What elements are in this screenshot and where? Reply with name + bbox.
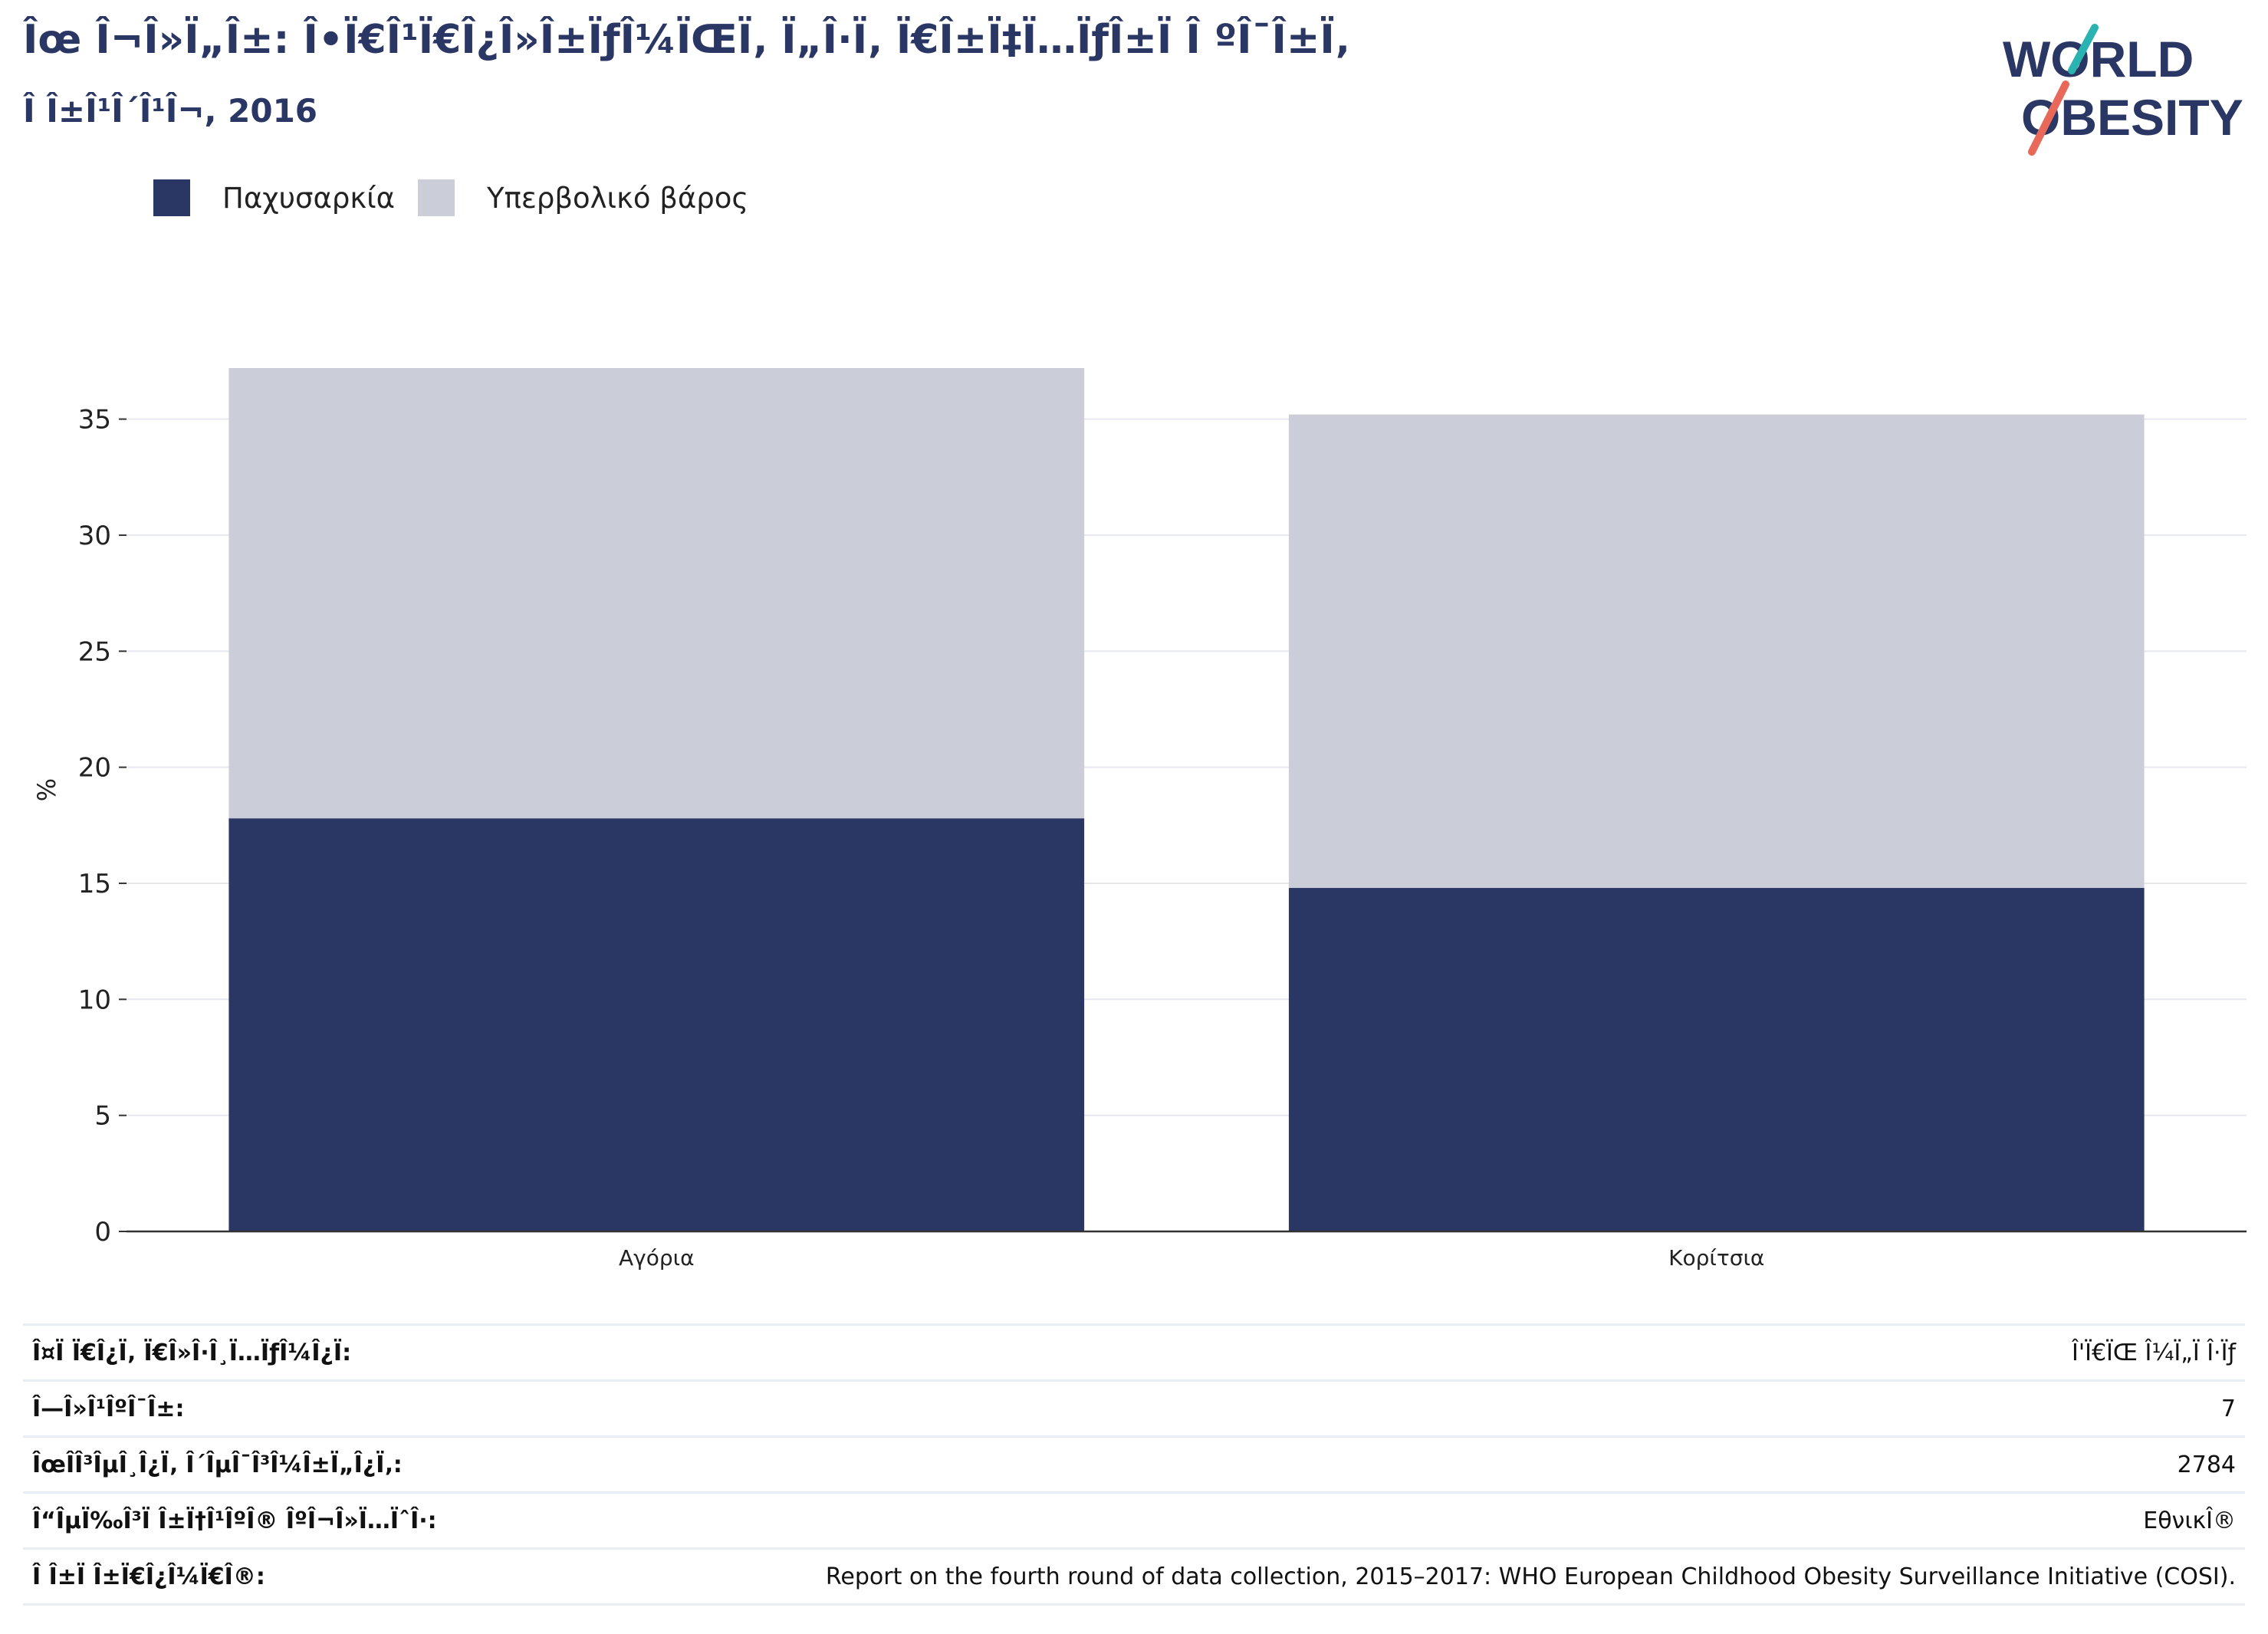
legend-swatch-obesity [153, 179, 190, 216]
info-value: Î'Ï€ÏŒ Î¼Ï„Ï Î·Ïƒ [2072, 1339, 2236, 1366]
y-tick-label: 30 [78, 521, 111, 551]
info-value: 2784 [2177, 1451, 2236, 1478]
chart-subtitle: Î Î±Î¹Î´Î¹Î¬, 2016 [23, 92, 318, 130]
info-value: ΕθνικÎ® [2143, 1507, 2236, 1534]
bars [228, 368, 2145, 1231]
info-label: Î¤Ï Ï€Î¿Ï‚ Ï€Î»Î·Î¸Ï…ÏƒÎ¼Î¿Ï: [32, 1339, 352, 1366]
info-row-source: Î Î±Ï Î±Ï€Î¿Î¼Ï€Î®: Report on the fourth… [23, 1547, 2245, 1606]
legend-label-obesity: Παχυσαρκία [222, 181, 396, 215]
info-label: Î“ÎµÏ‰Î³Ï Î±Ï†Î¹ÎºÎ® ÎºÎ¬Î»Ï…ÏˆÎ·: [32, 1507, 437, 1534]
x-tick-label: Αγόρια [619, 1245, 695, 1271]
info-table: Î¤Ï Ï€Î¿Ï‚ Ï€Î»Î·Î¸Ï…ÏƒÎ¼Î¿Ï: Î'Ï€ÏŒ Î¼Ï… [23, 1323, 2245, 1606]
legend-swatch-overweight [418, 179, 455, 216]
y-tick-label: 10 [78, 985, 111, 1015]
legend: Παχυσαρκία Υπερβολικό βάρος [153, 175, 771, 221]
y-tick-label: 0 [94, 1217, 111, 1248]
legend-label-overweight: Υπερβολικό βάρος [487, 181, 749, 215]
info-label: Î—Î»Î¹ÎºÎ¯Î±: [32, 1395, 185, 1422]
y-tick-label: 15 [78, 869, 111, 899]
info-row-coverage: Î“ÎµÏ‰Î³Ï Î±Ï†Î¹ÎºÎ® ÎºÎ¬Î»Ï…ÏˆÎ·: Εθνικ… [23, 1491, 2245, 1547]
info-label: ÎœÎ­Î³ÎµÎ¸Î¿Ï‚ Î´ÎµÎ¯Î³Î¼Î±Ï„Î¿Ï‚: [32, 1451, 403, 1478]
info-label: Î Î±Ï Î±Ï€Î¿Î¼Ï€Î®: [32, 1563, 265, 1590]
stacked-bar-chart: 0 5 10 15 20 25 30 35 Αγόρια Κορίτσια % [32, 368, 2247, 1271]
x-tick-label: Κορίτσια [1668, 1245, 1764, 1271]
info-value: 7 [2220, 1395, 2236, 1422]
bar-overweight-1 [1288, 414, 2145, 889]
y-tick-label: 35 [78, 405, 111, 436]
y-tick-label: 5 [94, 1101, 111, 1132]
axes: 0 5 10 15 20 25 30 35 Αγόρια Κορίτσια [78, 405, 2247, 1271]
world-obesity-logo: WORLD OBESITY [2003, 24, 2243, 156]
y-tick-label: 20 [78, 753, 111, 784]
bar-overweight-0 [228, 368, 1085, 819]
info-row-age: Î—Î»Î¹ÎºÎ¯Î±: 7 [23, 1379, 2245, 1435]
y-tick-label: 25 [78, 636, 111, 667]
legend-item-overweight[interactable]: Υπερβολικό βάρος [418, 179, 748, 216]
bar-obesity-0 [228, 818, 1085, 1231]
info-row-sample-size: ÎœÎ­Î³ÎµÎ¸Î¿Ï‚ Î´ÎµÎ¯Î³Î¼Î±Ï„Î¿Ï‚: 2784 [23, 1435, 2245, 1491]
legend-item-obesity[interactable]: Παχυσαρκία [153, 179, 395, 216]
logo-line-1: WORLD [2003, 31, 2194, 87]
bar-obesity-1 [1288, 888, 2145, 1231]
y-axis-label: % [32, 778, 61, 801]
info-row-population: Î¤Ï Ï€Î¿Ï‚ Ï€Î»Î·Î¸Ï…ÏƒÎ¼Î¿Ï: Î'Ï€ÏŒ Î¼Ï… [23, 1323, 2245, 1379]
logo-slash-teal [2068, 24, 2099, 74]
chart-title: Îœ Î¬Î»Ï„Î±: Î•Ï€Î¹Ï€Î¿Î»Î±ÏƒÎ¼ÏŒÏ‚ Ï„Î·… [23, 17, 1350, 63]
logo-slash-red [2028, 81, 2069, 156]
info-value: Report on the fourth round of data colle… [825, 1563, 2236, 1590]
